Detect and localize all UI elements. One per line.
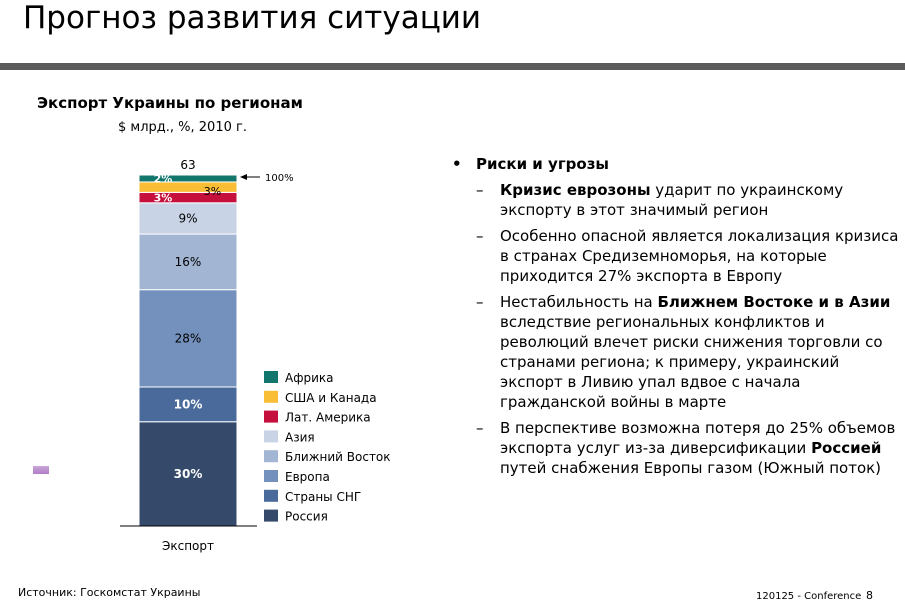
risk-item-bold: Кризис еврозоны [500,181,651,199]
bar-data-label: 30% [174,467,203,481]
risk-item: – Нестабильность на Ближнем Востоке и в … [452,292,902,412]
legend-label: США и Канада [285,391,377,405]
legend-swatch [264,509,278,522]
risks-heading: • Риски и угрозы [452,154,902,174]
bar-data-label: 3% [204,185,221,198]
risk-item-text: В перспективе возможна потеря до 25% объ… [500,419,896,457]
total-label: 63 [180,158,195,172]
bar-data-label: 2% [154,172,173,185]
bar-segment-8 [138,174,238,183]
conference-label: 120125 - Conference [756,591,862,602]
bar-data-label: 3% [154,192,173,205]
legend-swatch [264,470,278,482]
bar-data-label: 28% [175,331,202,345]
bar-segment-4 [138,233,238,291]
title-divider [0,63,905,70]
risk-item-text: Нестабильность на [500,293,658,311]
category-label: Экспорт [162,539,214,553]
dash-icon: – [476,227,484,245]
risk-item: – В перспективе возможна потеря до 25% о… [452,418,902,478]
legend-label: Россия [285,510,328,524]
legend-swatch [264,430,278,443]
bar-data-label: 9% [178,211,197,225]
reference-arrow [240,174,260,180]
source-note: Источник: Госкомстат Украины [18,586,201,599]
risks-panel: • Риски и угрозы – Кризис еврозоны удари… [452,154,902,484]
legend-swatch [264,450,278,463]
legend-swatch [264,489,278,502]
page-number: 8 [866,589,873,602]
bar-data-label: 16% [175,255,202,269]
risk-item-text: путей снабжения Европы газом (Южный пото… [500,459,882,477]
side-marker [33,466,49,474]
page-title: Прогноз развития ситуации [23,0,482,36]
risk-item-bold: Ближнем Востоке и в Азии [657,293,891,311]
chart-title: Экспорт Украины по регионам [37,94,303,112]
risk-item-text: ударит по украинскому экспорту в этот зн… [500,181,844,219]
bullet-icon: • [452,155,462,173]
bar-segment-1 [138,421,238,527]
legend-label: Европа [285,470,330,484]
risk-item-text: вследствие региональных конфликтов и рев… [500,313,883,411]
bar-data-label: 10% [174,397,203,411]
legend-label: Лат. Америка [285,411,371,425]
risk-item: – Особенно опасной является локализация … [452,226,902,286]
risks-heading-text: Риски и угрозы [476,155,609,173]
bar-segment-3 [138,289,238,388]
legend-label: Страны СНГ [285,490,361,504]
legend-label: Азия [285,430,315,444]
reference-label: 100% [265,173,294,184]
legend-swatch [264,371,278,383]
dash-icon: – [476,419,484,437]
dash-icon: – [476,181,484,199]
legend-label: Ближний Восток [285,450,391,464]
legend-swatch [264,410,278,423]
risk-item-bold: Россией [811,439,882,457]
risk-item-text: Особенно опасной является локализация кр… [500,227,899,285]
chart-subtitle: $ млрд., %, 2010 г. [118,120,247,135]
risk-item: – Кризис еврозоны ударит по украинскому … [452,180,902,220]
dash-icon: – [476,293,484,311]
bar-segment-5 [138,202,238,235]
legend-swatch [264,390,278,403]
legend-label: Африка [285,371,334,385]
